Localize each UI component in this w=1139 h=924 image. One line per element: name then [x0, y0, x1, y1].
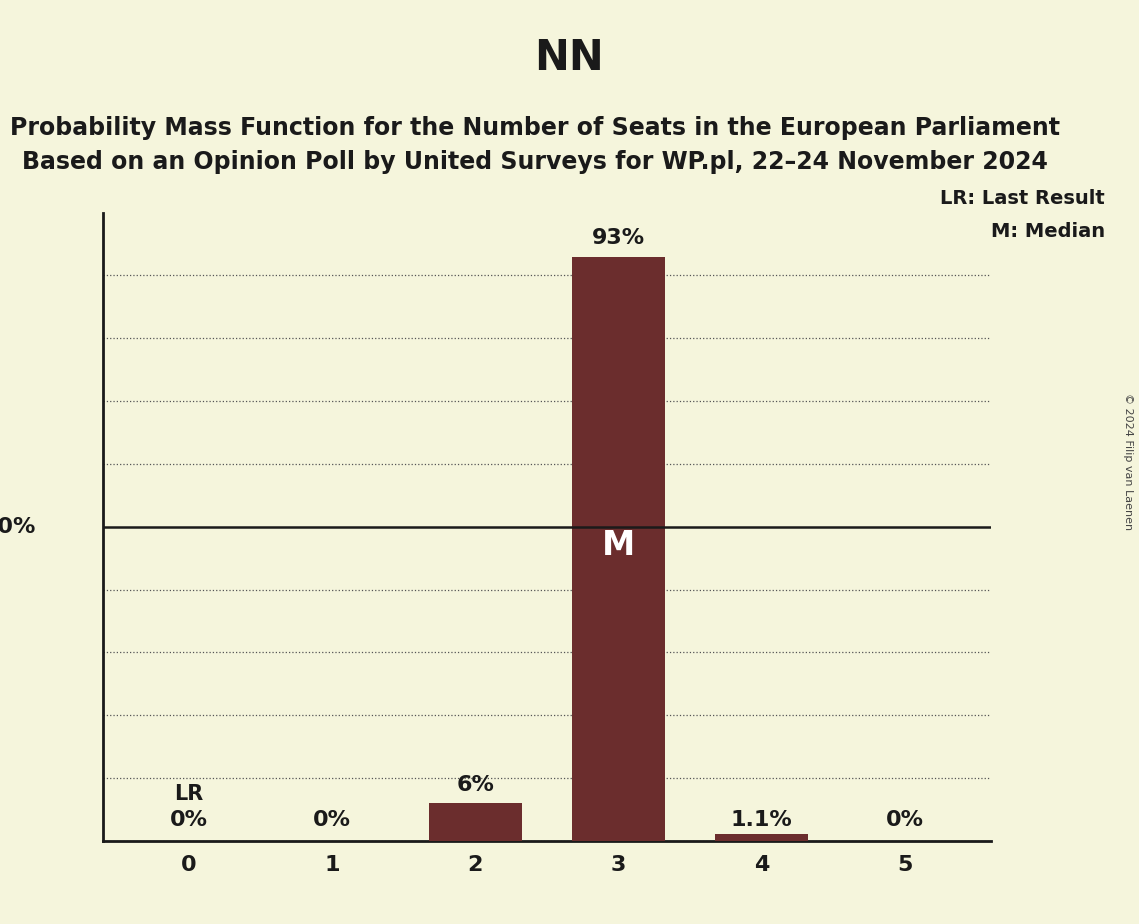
Text: Probability Mass Function for the Number of Seats in the European Parliament: Probability Mass Function for the Number…	[10, 116, 1060, 140]
Text: 50%: 50%	[0, 517, 36, 537]
Text: Based on an Opinion Poll by United Surveys for WP.pl, 22–24 November 2024: Based on an Opinion Poll by United Surve…	[23, 150, 1048, 174]
Text: LR: LR	[174, 784, 203, 805]
Text: 0%: 0%	[886, 809, 924, 830]
Text: 0%: 0%	[313, 809, 351, 830]
Text: 6%: 6%	[456, 775, 494, 795]
Text: © 2024 Filip van Laenen: © 2024 Filip van Laenen	[1123, 394, 1133, 530]
Text: NN: NN	[534, 37, 605, 79]
Text: 0%: 0%	[170, 809, 207, 830]
Bar	[572, 257, 665, 841]
Text: 93%: 93%	[592, 228, 645, 249]
Text: LR: Last Result: LR: Last Result	[940, 189, 1105, 209]
Text: M: Median: M: Median	[991, 222, 1105, 241]
Text: M: M	[601, 529, 634, 562]
Bar	[715, 834, 809, 841]
Bar	[428, 803, 522, 841]
Text: 1.1%: 1.1%	[731, 809, 793, 830]
